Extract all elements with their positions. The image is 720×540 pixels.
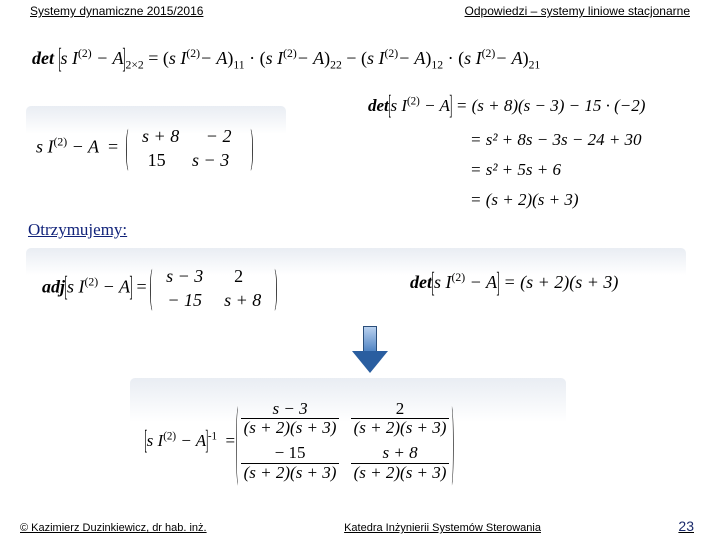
eq-det-eval-3: = s² + 5s + 6 xyxy=(470,160,561,180)
page-footer: © Kazimierz Duzinkiewicz, dr hab. inż. K… xyxy=(0,515,720,540)
eq-inverse: [s I(2) − A]-1 = ( s − 3 (s + 2)(s + 3) … xyxy=(145,388,451,494)
section-label: Otrzymujemy: xyxy=(28,220,127,240)
eq-matrix: s I(2) − A = ( s + 8− 2 15s − 3 ) xyxy=(36,124,252,173)
eq-det-eval-2: = s² + 8s − 3s − 24 + 30 xyxy=(470,130,642,150)
page-number: 23 xyxy=(678,518,694,534)
content-area: det [s I(2) − A]2×2 = (s I(2)− A)11 · (s… xyxy=(0,20,720,510)
eq-det-eval-4: = (s + 2)(s + 3) xyxy=(470,190,579,210)
eq-det-expand: det [s I(2) − A]2×2 = (s I(2)− A)11 · (s… xyxy=(32,48,540,69)
eq-det-eval-1: det[s I(2) − A] = (s + 8)(s − 3) − 15 · … xyxy=(368,96,645,116)
eq-adj: adj[s I(2) − A] = ( s − 32 − 15s + 8 ) xyxy=(42,264,276,313)
footer-center: Katedra Inżynierii Systemów Sterowania xyxy=(344,522,541,534)
header-left: Systemy dynamiczne 2015/2016 xyxy=(30,4,203,18)
header-right: Odpowiedzi – systemy liniowe stacjonarne xyxy=(465,4,690,18)
page-header: Systemy dynamiczne 2015/2016 Odpowiedzi … xyxy=(0,0,720,20)
eq-det-factor: det[s I(2) − A] = (s + 2)(s + 3) xyxy=(410,272,618,293)
down-arrow-icon xyxy=(352,326,388,374)
footer-left: © Kazimierz Duzinkiewicz, dr hab. inż. xyxy=(20,522,207,534)
